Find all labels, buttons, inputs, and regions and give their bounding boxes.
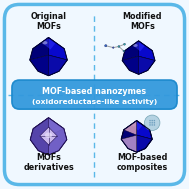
Circle shape (149, 120, 151, 121)
Polygon shape (121, 135, 137, 152)
Circle shape (154, 122, 155, 124)
Text: MOF-based nanozymes: MOF-based nanozymes (43, 87, 146, 96)
Polygon shape (30, 37, 49, 60)
Polygon shape (139, 56, 155, 74)
Polygon shape (137, 121, 152, 139)
Polygon shape (124, 121, 150, 135)
Polygon shape (30, 55, 49, 76)
Polygon shape (137, 135, 152, 152)
Text: MOFs
derivatives: MOFs derivatives (23, 153, 74, 172)
Polygon shape (121, 135, 137, 152)
Ellipse shape (133, 44, 138, 47)
FancyBboxPatch shape (5, 5, 184, 184)
Polygon shape (40, 127, 57, 145)
Ellipse shape (132, 124, 136, 126)
Polygon shape (137, 135, 152, 152)
Circle shape (124, 43, 125, 45)
Circle shape (105, 45, 107, 47)
Circle shape (149, 122, 151, 124)
FancyBboxPatch shape (12, 80, 177, 109)
Polygon shape (134, 41, 145, 51)
Polygon shape (121, 121, 137, 139)
Text: MOF-based
composites: MOF-based composites (117, 153, 168, 172)
Circle shape (144, 115, 160, 131)
Polygon shape (43, 37, 55, 50)
Polygon shape (122, 56, 139, 74)
Circle shape (154, 120, 155, 121)
Polygon shape (139, 41, 155, 60)
Polygon shape (139, 56, 155, 74)
Polygon shape (49, 55, 67, 76)
Ellipse shape (42, 41, 47, 44)
Ellipse shape (45, 132, 52, 138)
Circle shape (123, 50, 125, 52)
Polygon shape (49, 55, 67, 76)
Polygon shape (33, 118, 64, 136)
Polygon shape (30, 118, 67, 155)
Circle shape (151, 120, 153, 121)
Polygon shape (132, 121, 142, 131)
Circle shape (151, 124, 153, 126)
Text: Modified
MOFs: Modified MOFs (123, 12, 162, 31)
Text: Original
MOFs: Original MOFs (31, 12, 67, 31)
Circle shape (151, 122, 153, 124)
Polygon shape (33, 37, 64, 55)
Polygon shape (124, 121, 137, 135)
Polygon shape (49, 37, 67, 60)
Polygon shape (30, 118, 49, 155)
Circle shape (112, 47, 114, 48)
Polygon shape (49, 118, 67, 155)
Polygon shape (125, 41, 152, 56)
Circle shape (154, 124, 155, 126)
Polygon shape (122, 41, 139, 60)
Text: (oxidoreductase-like activity): (oxidoreductase-like activity) (32, 99, 157, 105)
Circle shape (118, 46, 120, 47)
Circle shape (149, 124, 151, 126)
